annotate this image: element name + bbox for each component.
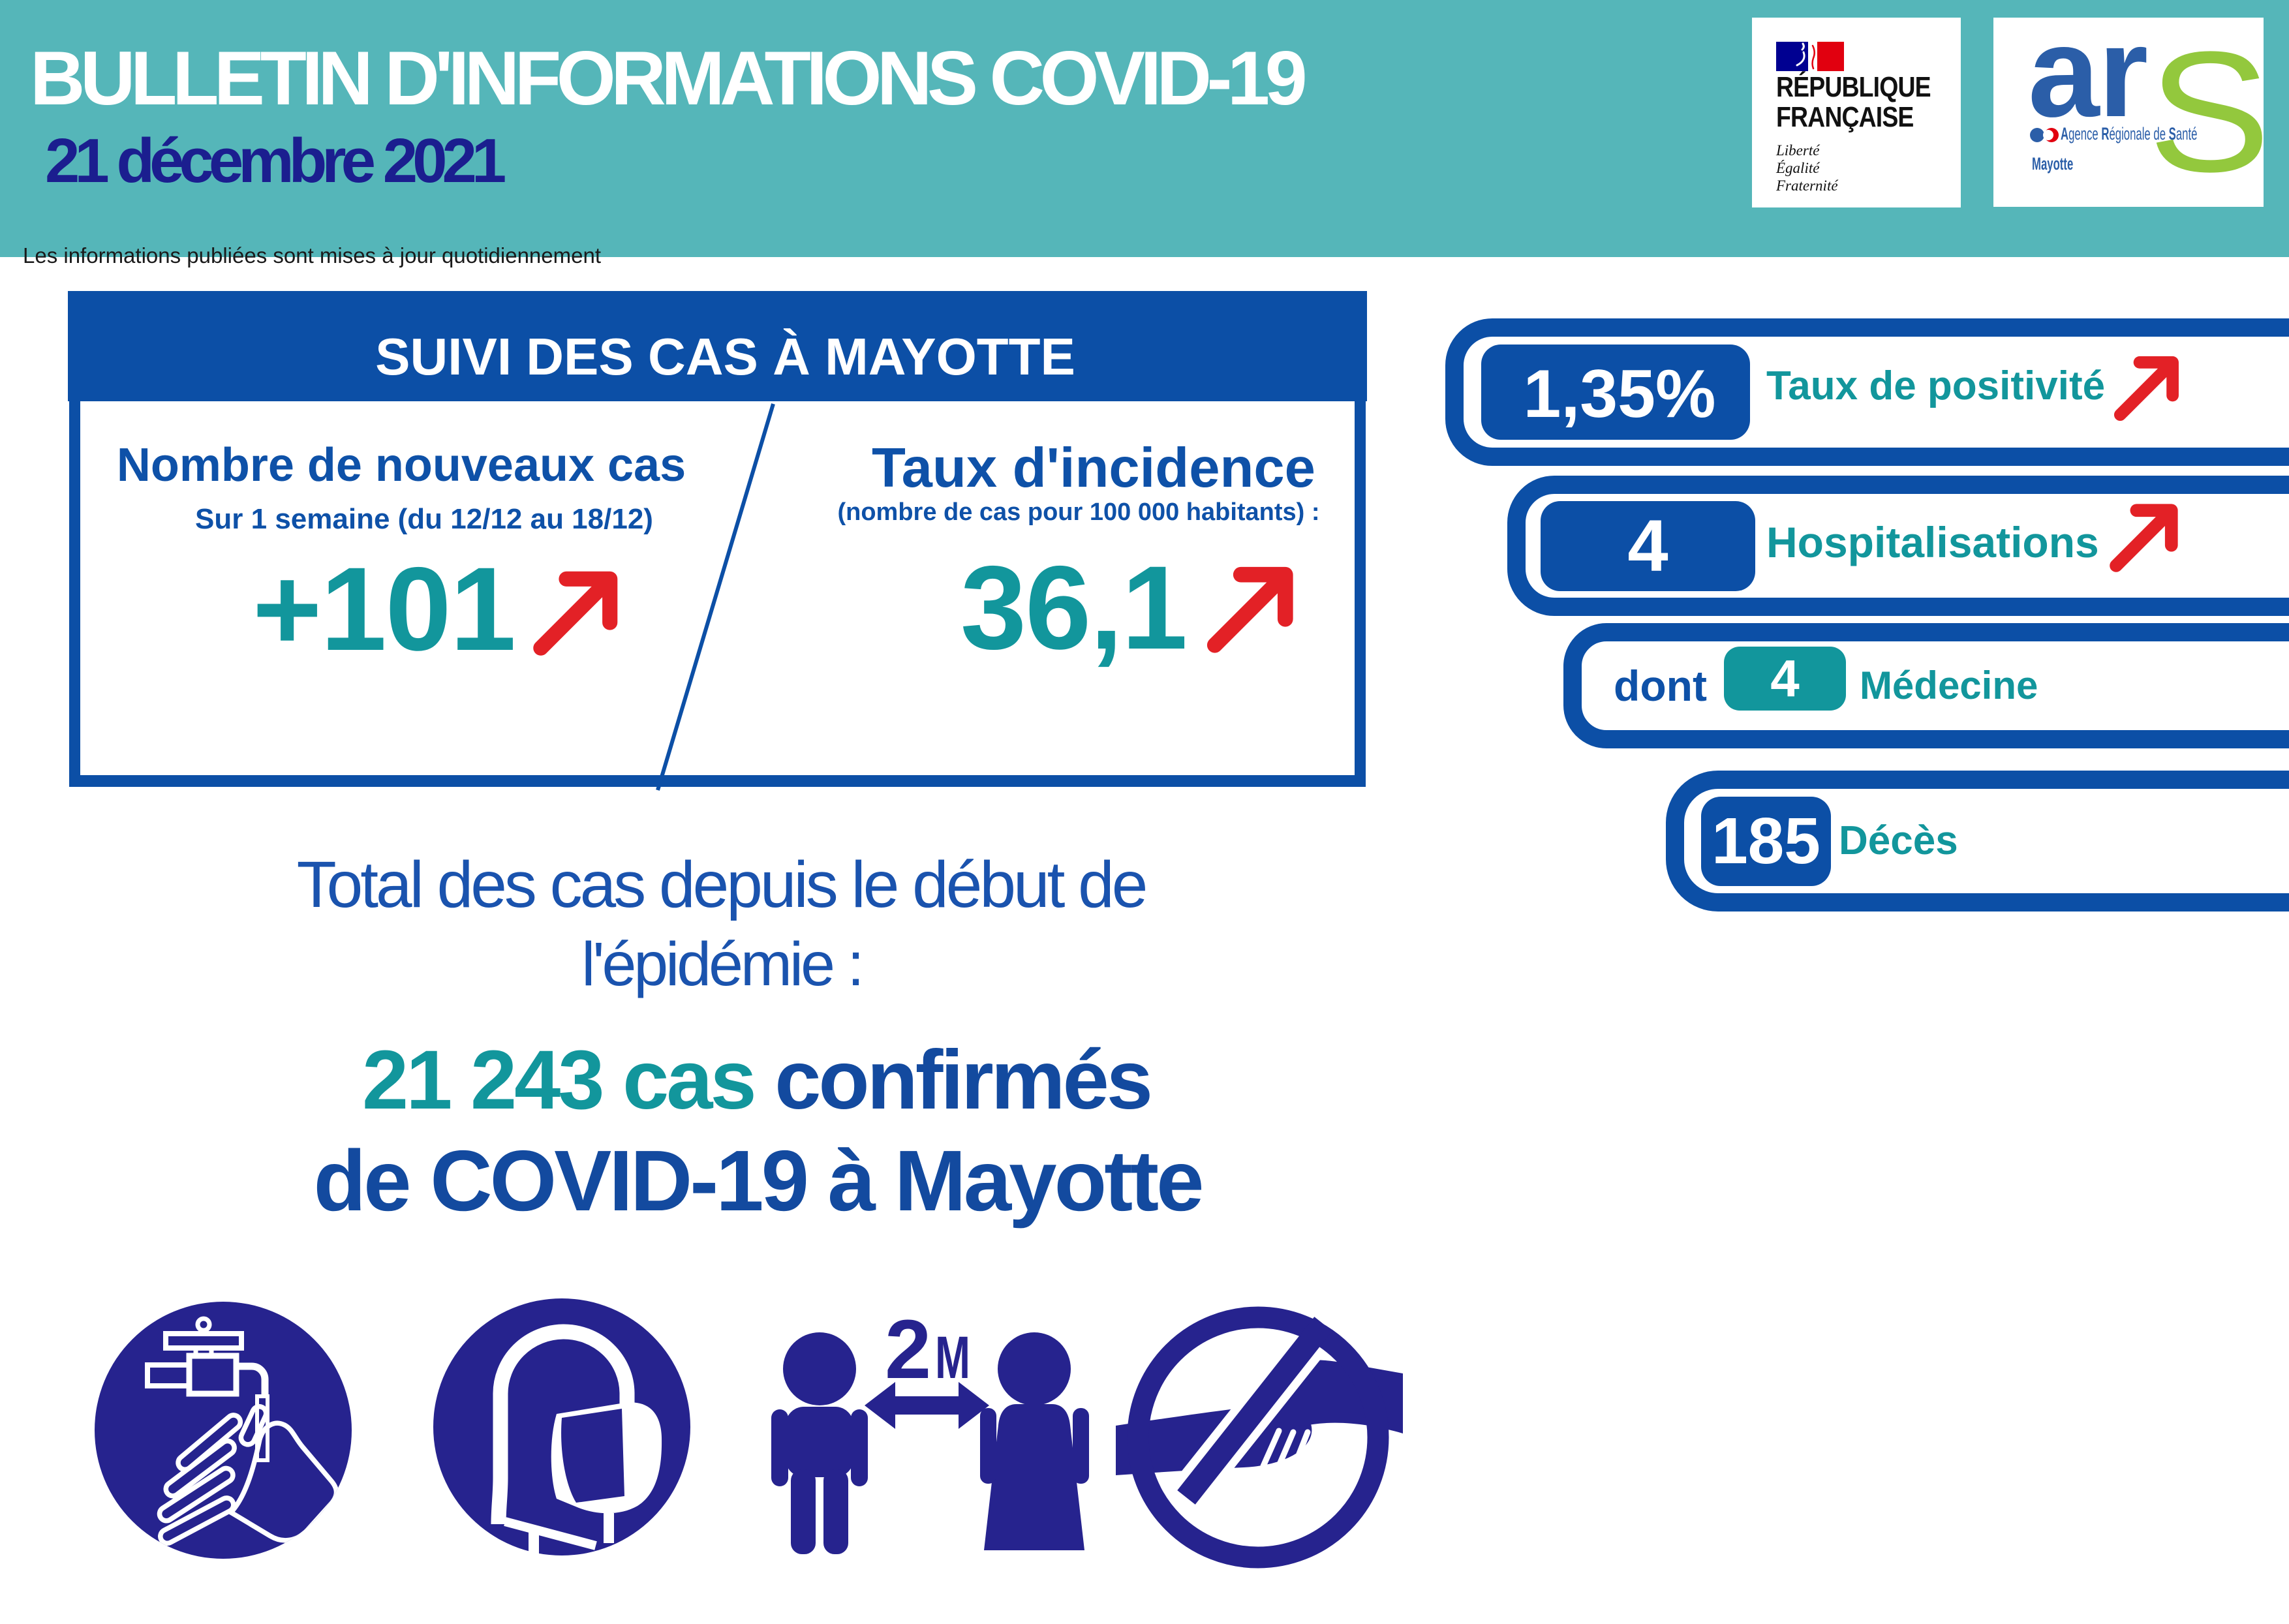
svg-text:2: 2: [885, 1305, 931, 1396]
svg-text:M: M: [935, 1325, 970, 1391]
